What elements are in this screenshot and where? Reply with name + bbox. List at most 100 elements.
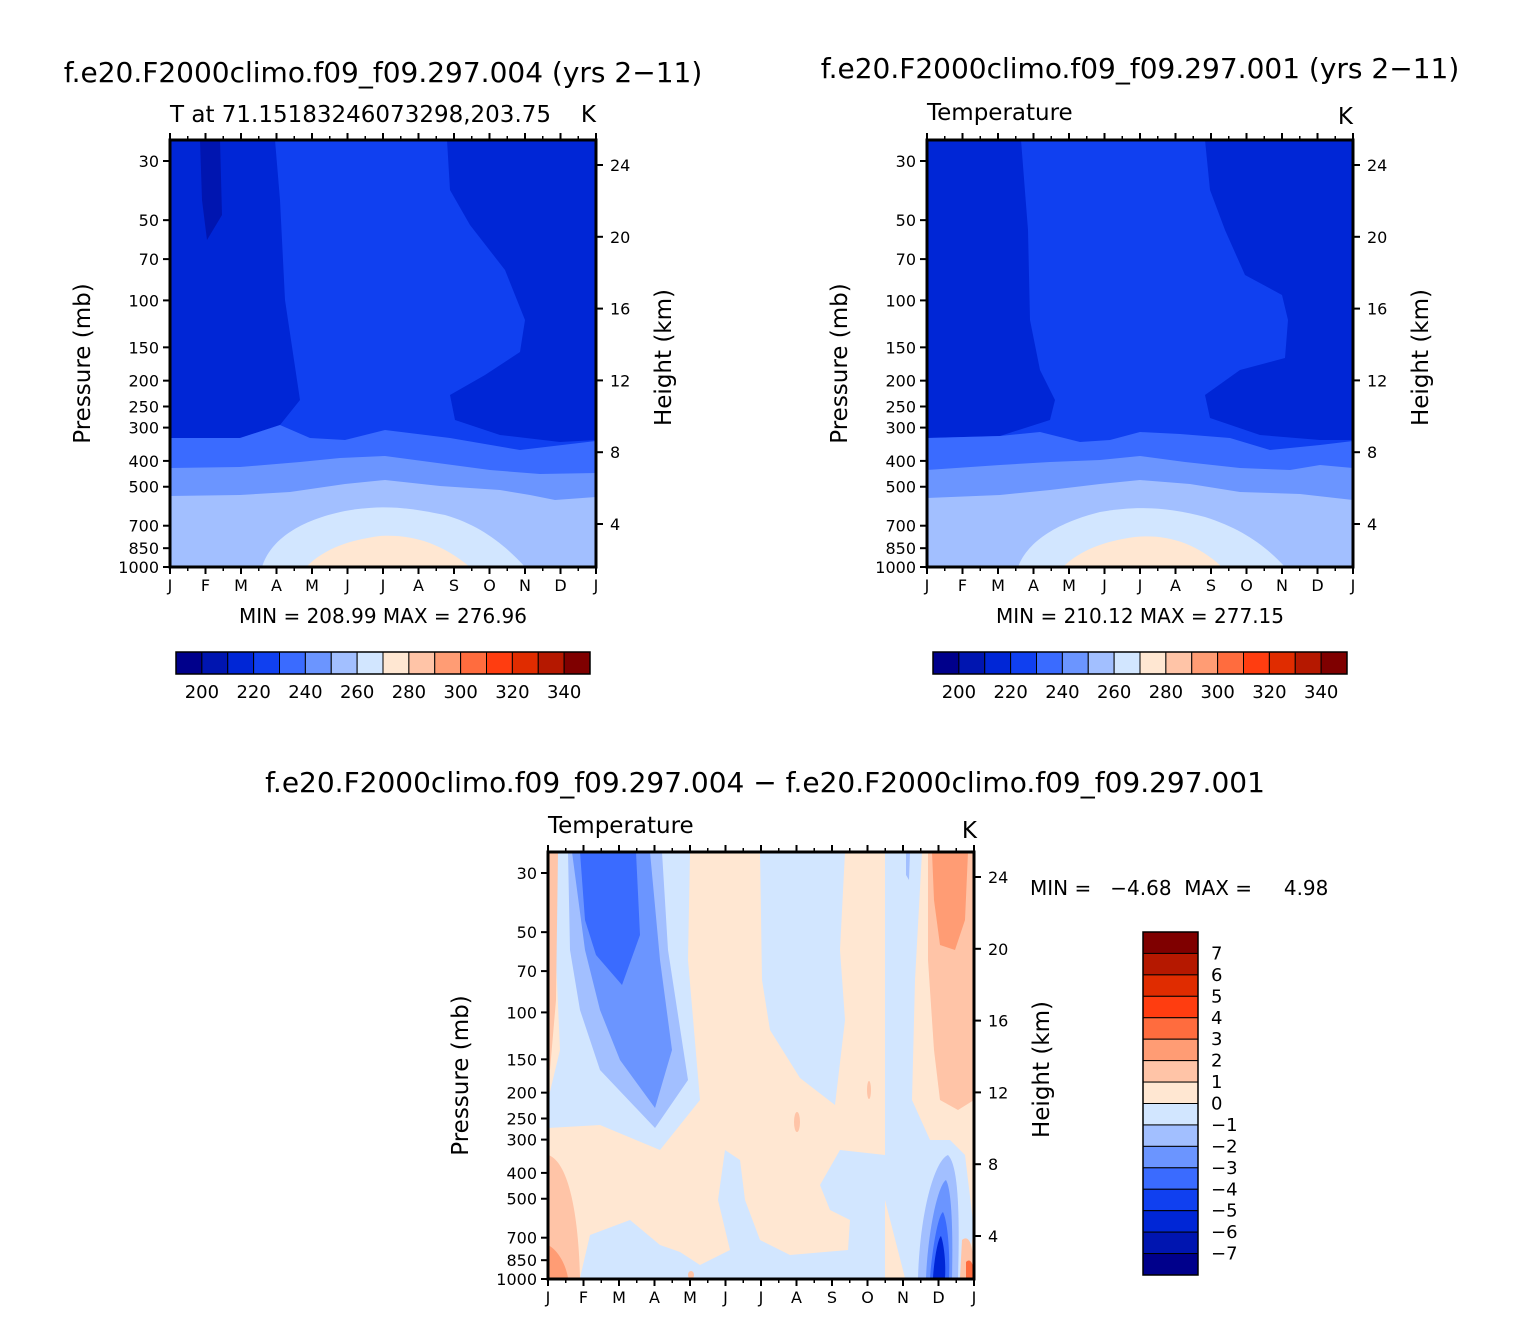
y-tick-label: 850 [885,539,916,558]
colorbar-label: 5 [1211,986,1222,1007]
y-tick-label: 500 [128,478,159,497]
right-tick-label: 16 [988,1012,1008,1031]
x-tick-label: O [483,576,496,595]
right-tick-label: 20 [988,940,1008,959]
y-tick-label: 100 [128,291,159,310]
colorbar-label: 280 [392,682,426,703]
colorbar-swatch [1139,651,1167,675]
y-tick-label: 50 [896,211,916,230]
colorbar-swatch [279,651,306,675]
colorbar-swatch [1142,1231,1199,1255]
colorbar-swatch [1268,651,1296,675]
y-tick-label: 100 [885,291,916,310]
x-tick-label: J [545,1288,551,1307]
right-tick-label: 12 [610,371,630,390]
x-tick-label: S [827,1288,837,1307]
colorbar-swatch [486,651,513,675]
colorbar-swatch [1142,1038,1199,1062]
colorbar-label: −6 [1211,1222,1238,1243]
y-tick-label: 500 [506,1190,537,1209]
x-tick-label: J [344,576,350,595]
contour-band [548,1245,568,1278]
y-tick-label: 400 [128,452,159,471]
colorbar-swatch [175,651,203,675]
x-tick-label: M [683,1288,697,1307]
colorbar: 200 220 240 260 280 300 320 340 [932,651,1348,703]
panel-title: f.e20.F2000climo.f09_f09.297.001 (yrs 2−… [821,52,1460,85]
contour-band [966,1260,974,1278]
x-tick-label: F [958,576,967,595]
colorbar-label: 240 [288,682,322,703]
panel-subtitle: Temperature [926,100,1073,126]
y-tick-label: 200 [506,1084,537,1103]
contour-band [794,1112,800,1132]
y-tick-label: 50 [139,211,159,230]
colorbar-label: 1 [1211,1072,1222,1093]
colorbar-label: 340 [547,682,581,703]
x-tick-label: J [1101,576,1107,595]
x-tick-label: A [1170,576,1181,595]
contour-band [306,535,470,567]
colorbar-label: 340 [1304,682,1338,703]
contour-band [200,140,222,240]
right-tick-label: 4 [988,1227,998,1246]
y-tick-label: 500 [885,478,916,497]
colorbar-label: 4 [1211,1008,1222,1029]
colorbar-swatch [1036,651,1063,675]
right-tick-label: 16 [610,300,630,319]
y-tick-label: 250 [885,397,916,416]
x-tick-label: S [1206,576,1216,595]
y-tick-label: 400 [506,1164,537,1183]
colorbar-label: 0 [1211,1094,1222,1115]
colorbar-label: 280 [1149,682,1183,703]
colorbar-label: 260 [340,682,374,703]
right-tick-label: 4 [610,515,620,534]
x-tick-label: S [449,576,459,595]
colorbar-swatch [1010,651,1037,675]
contour-band [1063,536,1222,567]
y-tick-label: 300 [506,1131,537,1150]
contour-band [933,1236,946,1278]
contour-fill [170,140,596,567]
y-tick-label: 70 [896,250,916,269]
colorbar-label: 220 [236,682,270,703]
colorbar-label: 7 [1211,943,1222,964]
units-label: K [581,102,597,128]
colorbar-label: −7 [1211,1244,1238,1265]
y-axis-title: Pressure (mb) [448,995,474,1155]
panel-title: f.e20.F2000climo.f09_f09.297.004 (yrs 2−… [64,56,703,89]
y-tick-label: 30 [896,152,916,171]
colorbar-label: 6 [1211,965,1222,986]
colorbar-swatch [1243,651,1270,675]
colorbar-label: 200 [942,682,976,703]
colorbar-swatch [1142,1103,1199,1126]
colorbar-swatch [537,651,565,675]
x-tick-label: M [612,1288,626,1307]
colorbar-label: 300 [443,682,477,703]
colorbar-swatch [1087,651,1115,675]
min-max-label: MIN = 208.99 MAX = 276.96 [239,604,527,628]
x-tick-label: M [1062,576,1076,595]
contour-band [548,1155,580,1278]
y-tick-label: 850 [128,539,159,558]
contour-band [760,852,845,1105]
colorbar-swatch [1294,651,1322,675]
axes-diff: J F M A M J J A S O N D J 30 50 70 100 150 200 250 300 400 500… [448,845,1055,1307]
right-tick-label: 24 [610,156,630,175]
colorbar-frame [175,651,591,675]
colorbar-swatch [460,651,487,675]
y-tick-label: 300 [885,419,916,438]
colorbar-swatch [227,651,255,675]
right-tick-label: 4 [1367,515,1377,534]
axes-case004: J F M A M J J A S O N D J 30 50 70 100 150 200 250 300 400 500… [70,133,677,595]
y-tick-label: 200 [885,372,916,391]
min-max-label: MIN = 210.12 MAX = 277.15 [996,604,1284,628]
contour-band [932,852,968,950]
colorbar-swatch [1191,651,1219,675]
y-tick-label: 700 [128,517,159,536]
colorbar-swatch [958,651,986,675]
colorbar-label: 320 [495,682,529,703]
y-tick-label: 70 [139,250,159,269]
colorbar-label: 200 [185,682,219,703]
